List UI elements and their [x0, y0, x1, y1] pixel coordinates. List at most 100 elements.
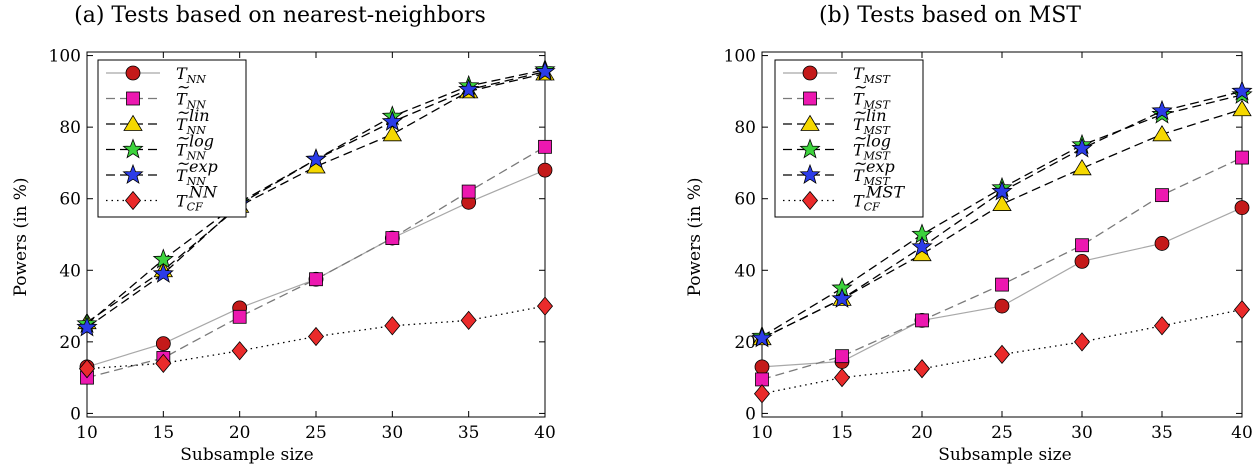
x-tick-label: 30 — [1071, 423, 1093, 443]
x-tick-label: 15 — [153, 423, 175, 443]
y-tick-label: 40 — [59, 261, 81, 281]
data-point — [991, 180, 1013, 201]
legend-superscript: lin — [189, 106, 210, 125]
data-point — [537, 162, 553, 178]
x-tick-label: 20 — [229, 423, 251, 443]
data-point — [835, 349, 849, 364]
data-point — [831, 287, 853, 308]
legend-label: TNN — [176, 166, 206, 188]
y-tick-label: 100 — [49, 47, 81, 67]
data-point — [995, 277, 1009, 292]
data-point — [461, 184, 476, 199]
data-point — [755, 372, 769, 387]
chart-panel-b: (b) Tests based on MST Subsample size Po… — [685, 3, 1253, 465]
legend-label: TMST — [853, 115, 891, 137]
series-6 — [753, 300, 1251, 404]
legend-superscript: MST — [865, 183, 905, 202]
legend-marker — [800, 114, 820, 131]
x-axis-label: Subsample size — [938, 445, 1071, 465]
legend-marker — [123, 114, 143, 131]
y-axis-label: Powers (in %) — [11, 177, 31, 296]
data-point — [232, 309, 247, 324]
legend-marker — [126, 91, 140, 106]
legend-label: TMST — [853, 166, 891, 188]
legend-marker — [799, 138, 821, 159]
chart-title: (a) Tests based on nearest-neighbors — [74, 3, 486, 28]
data-point — [1154, 236, 1170, 251]
legend-entry: TNN — [106, 64, 206, 86]
series-6 — [78, 296, 554, 379]
series-5 — [751, 80, 1253, 348]
data-point — [913, 359, 931, 379]
x-tick-label: 40 — [1231, 423, 1253, 443]
data-point — [1152, 125, 1172, 142]
data-point — [1072, 159, 1092, 176]
legend-entry: ~TNN — [106, 78, 206, 112]
legend-label: TCF — [176, 192, 203, 214]
data-point — [78, 359, 96, 379]
legend-superscript: log — [866, 132, 891, 151]
y-tick-label: 20 — [59, 333, 81, 353]
y-tick-label: 60 — [59, 190, 81, 210]
data-point — [993, 344, 1011, 365]
x-tick-label: 40 — [534, 423, 556, 443]
legend-tilde: ~ — [854, 103, 867, 122]
data-point — [152, 262, 174, 283]
legend-entry: TMST — [783, 64, 891, 86]
data-point — [1234, 200, 1250, 216]
data-point — [231, 341, 248, 361]
x-tick-label: 25 — [991, 423, 1013, 443]
legend-tilde: ~ — [177, 78, 190, 97]
x-tick-label: 15 — [831, 423, 853, 443]
legend-tilde: ~ — [854, 78, 867, 97]
data-point — [992, 194, 1012, 211]
data-point — [1231, 80, 1253, 101]
legend-tilde: ~ — [177, 103, 190, 122]
legend-label: TMST — [853, 90, 891, 112]
x-tick-label: 10 — [751, 423, 773, 443]
legend-label: TMST — [853, 64, 891, 86]
y-axis-label: Powers (in %) — [685, 177, 705, 296]
legend-marker — [124, 190, 142, 211]
data-point — [385, 231, 400, 245]
legend-label: TNN — [176, 90, 206, 112]
chart-title: (b) Tests based on MST — [819, 3, 1081, 28]
legend-label: TNN — [176, 141, 206, 163]
legend-marker — [125, 65, 141, 81]
data-point — [1073, 332, 1091, 352]
legend-label: TNN — [176, 115, 206, 137]
y-tick-label: 20 — [734, 333, 756, 353]
legend-box — [774, 59, 924, 218]
legend-tilde: ~ — [177, 129, 190, 148]
legend-marker — [122, 163, 144, 185]
y-tick-label: 0 — [745, 404, 756, 424]
x-tick-label: 20 — [911, 423, 933, 443]
data-point — [307, 326, 325, 347]
legend-label: TMST — [853, 141, 891, 163]
legend-label: TCF — [853, 192, 880, 214]
series-2 — [755, 150, 1249, 387]
y-tick-label: 100 — [724, 47, 756, 67]
data-point — [460, 310, 477, 331]
legend-marker — [803, 91, 817, 106]
data-point — [382, 125, 403, 142]
x-tick-label: 25 — [305, 423, 327, 443]
x-axis-label: Subsample size — [180, 445, 313, 465]
data-point — [1075, 238, 1089, 253]
data-point — [534, 60, 556, 81]
data-point — [1233, 300, 1251, 320]
data-point — [155, 336, 171, 352]
data-point — [381, 110, 403, 131]
data-point — [1071, 137, 1093, 158]
data-point — [751, 327, 773, 348]
data-point — [155, 353, 172, 373]
data-point — [458, 78, 480, 99]
data-point — [1232, 99, 1252, 117]
x-tick-label: 30 — [382, 423, 404, 443]
legend-superscript: lin — [866, 106, 887, 125]
